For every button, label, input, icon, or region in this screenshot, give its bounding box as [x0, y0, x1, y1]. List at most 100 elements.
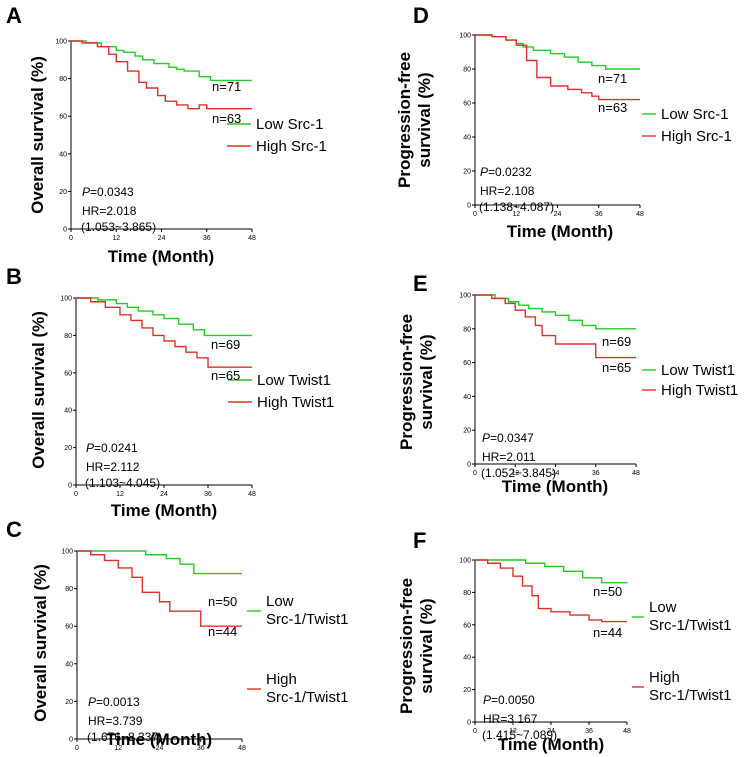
x-tick-label: 0: [473, 211, 477, 218]
confidence-interval: (1.138~4.087): [479, 200, 554, 214]
hazard-ratio: HR=2.018: [82, 204, 137, 218]
legend-label-line: Low Src-1: [661, 106, 729, 123]
y-tick-label: 40: [59, 151, 67, 158]
p-symbol: P: [82, 185, 90, 199]
x-tick-label: 48: [238, 745, 246, 752]
legend-label-line: Low: [266, 593, 294, 610]
y-tick-label: 60: [463, 622, 471, 629]
n-label-high: n=63: [212, 111, 241, 126]
p-value-text: P=0.0241: [86, 441, 138, 455]
n-label-high: n=65: [211, 368, 240, 383]
confidence-interval: (1.415~7.089): [482, 728, 557, 742]
x-tick-label: 48: [248, 235, 256, 242]
y-axis-label-line: Progression-free: [397, 314, 416, 450]
p-value: =0.0241: [94, 441, 138, 455]
y-tick-label: 60: [463, 360, 471, 367]
n-label-low: n=69: [211, 337, 240, 352]
y-tick-label: 20: [65, 699, 73, 706]
y-axis-label-line: survival (%): [417, 334, 436, 429]
survival-curve-low: [475, 294, 636, 330]
y-tick-label: 0: [69, 737, 73, 744]
y-tick-label: 20: [463, 169, 471, 176]
x-axis-label: Time (Month): [502, 477, 608, 496]
y-tick-label: 80: [463, 67, 471, 74]
legend-label-high: High Src-1: [256, 138, 327, 155]
panel-letter: C: [6, 517, 22, 542]
p-value: =0.0013: [96, 695, 140, 709]
x-tick-label: 24: [160, 491, 168, 498]
y-axis-label-line: survival (%): [415, 72, 434, 167]
y-tick-label: 80: [463, 590, 471, 597]
legend-label-low: Low Src-1: [661, 106, 729, 123]
x-tick-label: 36: [197, 745, 205, 752]
legend-label-line: Low: [649, 599, 677, 616]
legend-label-line: Low Twist1: [257, 372, 331, 389]
y-tick-label: 100: [459, 33, 471, 40]
legend-label-line: High Src-1: [256, 138, 327, 155]
y-tick-label: 80: [463, 326, 471, 333]
x-axis-label: Time (Month): [111, 501, 217, 520]
hazard-ratio: HR=2.011: [482, 450, 536, 464]
x-tick-label: 0: [69, 235, 73, 242]
n-label-high: n=63: [598, 100, 627, 115]
p-value-text: P=0.0343: [82, 185, 134, 199]
y-tick-label: 0: [68, 483, 72, 490]
x-tick-label: 12: [511, 470, 519, 477]
y-tick-label: 20: [463, 687, 471, 694]
n-label-low: n=71: [598, 71, 627, 86]
y-axis-label: Progression-freesurvival (%): [395, 52, 434, 188]
panel-letter: D: [413, 3, 429, 28]
confidence-interval: (1.053~3.865): [81, 220, 156, 234]
p-value-text: P=0.0232: [480, 165, 532, 179]
x-tick-label: 24: [552, 470, 560, 477]
legend-label-low: Low Src-1/Twist1: [649, 599, 732, 634]
hazard-ratio: HR=3.739: [88, 714, 143, 728]
survival-curve-high: [71, 40, 252, 110]
y-axis-label: Progression-freesurvival (%): [397, 314, 436, 450]
y-tick-label: 40: [64, 408, 72, 415]
x-tick-label: 48: [248, 491, 256, 498]
panel-a: A Overall survival (%) Time (Month) 0 20 40 60…: [6, 3, 327, 266]
y-axis-label-line: Overall survival (%): [29, 311, 48, 469]
x-tick-label: 0: [473, 728, 477, 735]
legend-label-line: Src-1/Twist1: [649, 687, 732, 704]
hazard-ratio: HR=2.108: [480, 184, 535, 198]
panel-letter: F: [413, 528, 426, 553]
legend-label-low: Low Twist1: [661, 362, 735, 379]
survival-curve-low: [475, 34, 640, 70]
y-tick-label: 0: [63, 227, 67, 234]
hazard-ratio: HR=2.112: [86, 460, 140, 474]
x-tick-label: 48: [623, 728, 631, 735]
panel-d: D Progression-freesurvival (%) Time (Month…: [395, 3, 732, 241]
y-tick-label: 100: [459, 558, 471, 565]
confidence-interval: (1.052~3.845): [481, 466, 556, 480]
legend-label-line: High: [649, 669, 680, 686]
n-label-low: n=71: [212, 79, 241, 94]
panel-letter: B: [6, 264, 22, 289]
x-tick-label: 36: [585, 728, 593, 735]
x-tick-label: 48: [632, 470, 640, 477]
panel-letter: A: [6, 3, 22, 28]
legend-label-high: High Src-1: [661, 128, 732, 145]
confidence-interval: (1.103~4.045): [85, 476, 160, 490]
y-axis-label-line: survival (%): [417, 598, 436, 693]
x-tick-label: 24: [547, 728, 555, 735]
y-axis-label-line: Overall survival (%): [28, 56, 47, 214]
x-tick-label: 36: [203, 235, 211, 242]
survival-curve-high: [475, 34, 640, 101]
survival-curve-high: [475, 559, 627, 623]
y-tick-label: 80: [64, 333, 72, 340]
legend-label-line: Low Twist1: [661, 362, 735, 379]
n-label-low: n=50: [593, 584, 622, 599]
legend-label-low: Low Twist1: [257, 372, 331, 389]
p-symbol: P: [482, 431, 490, 445]
p-value-text: P=0.0050: [483, 693, 535, 707]
panel-e: E Progression-freesurvival (%) Time (Month…: [397, 271, 738, 496]
x-tick-label: 36: [204, 491, 212, 498]
p-symbol: P: [480, 165, 488, 179]
x-tick-label: 36: [595, 211, 603, 218]
p-value-text: P=0.0347: [482, 431, 534, 445]
panel-f: F Progression-freesurvival (%) Time (Month…: [397, 528, 732, 754]
x-tick-label: 12: [116, 491, 124, 498]
